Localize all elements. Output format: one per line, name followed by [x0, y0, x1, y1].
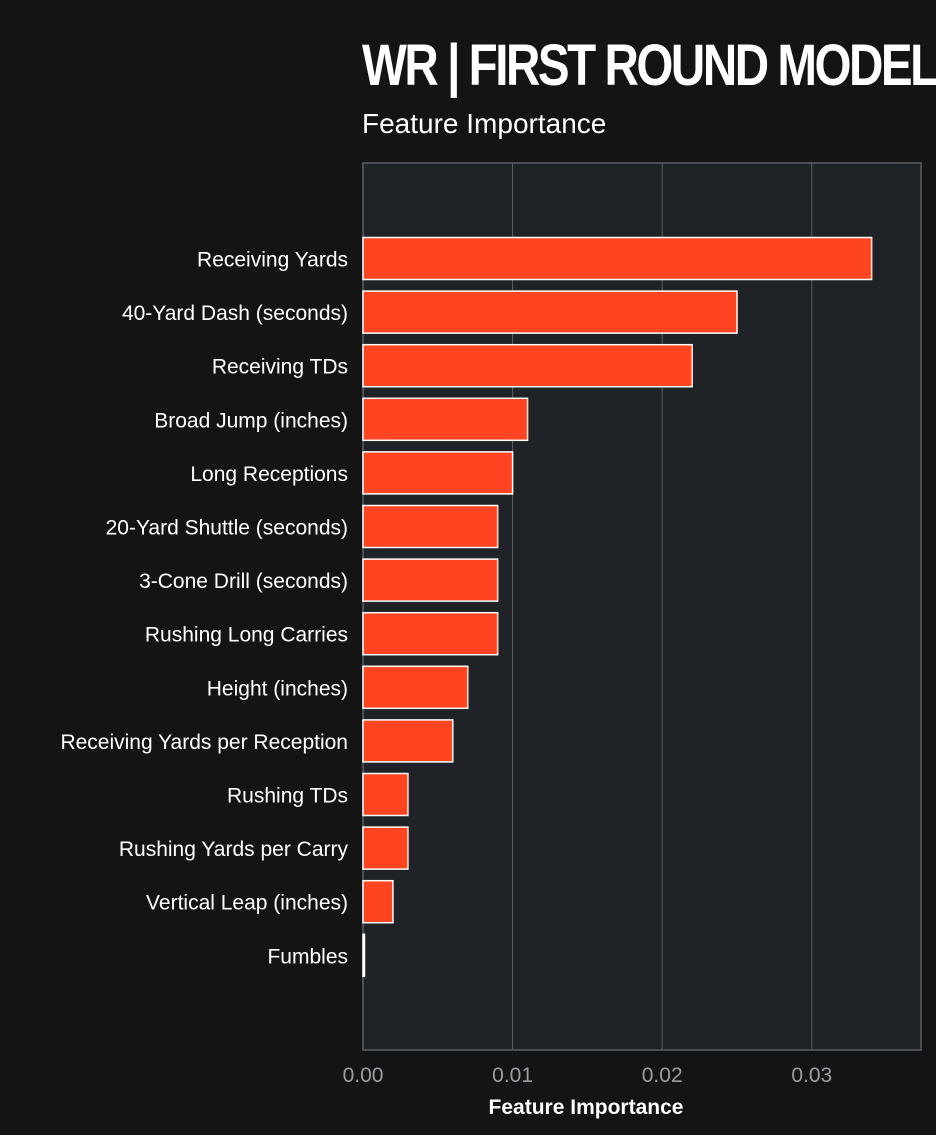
bar-6 [362, 558, 499, 602]
bar-1 [362, 290, 738, 334]
category-label-8: Height (inches) [207, 677, 348, 700]
category-label-4: Long Receptions [190, 463, 348, 486]
category-label-11: Rushing Yards per Carry [119, 838, 349, 861]
x-tick-label-1: 0.01 [492, 1064, 533, 1087]
bar-4 [362, 451, 514, 495]
category-label-12: Vertical Leap (inches) [146, 892, 348, 915]
x-tick-label-2: 0.02 [642, 1064, 683, 1087]
bar-0 [362, 236, 873, 281]
bar-9 [362, 719, 454, 763]
category-label-6: 3-Cone Drill (seconds) [139, 570, 348, 593]
category-label-7: Rushing Long Carries [145, 624, 348, 647]
category-label-10: Rushing TDs [227, 785, 348, 808]
chart-title: WR | FIRST ROUND MODEL [362, 33, 936, 98]
category-label-13: Fumbles [267, 945, 348, 968]
category-label-3: Broad Jump (inches) [154, 409, 348, 432]
x-axis-label: Feature Importance [489, 1096, 684, 1119]
bar-12 [362, 879, 394, 924]
category-label-5: 20-Yard Shuttle (seconds) [106, 517, 348, 540]
chart-subtitle: Feature Importance [362, 108, 607, 139]
category-label-2: Receiving TDs [212, 356, 348, 379]
x-tick-label-0: 0.00 [343, 1064, 384, 1087]
category-label-9: Receiving Yards per Reception [60, 731, 348, 754]
bar-10 [362, 772, 409, 817]
bar-2 [362, 343, 693, 388]
plot-frame [362, 162, 922, 1051]
category-label-1: 40-Yard Dash (seconds) [122, 302, 348, 325]
x-tick-label-3: 0.03 [791, 1064, 832, 1087]
bar-8 [362, 665, 469, 710]
bar-5 [362, 504, 499, 549]
category-label-0: Receiving Yards [197, 249, 348, 272]
bar-13 [362, 933, 366, 978]
bar-7 [362, 611, 499, 656]
bar-3 [362, 397, 529, 442]
bar-11 [362, 826, 409, 870]
